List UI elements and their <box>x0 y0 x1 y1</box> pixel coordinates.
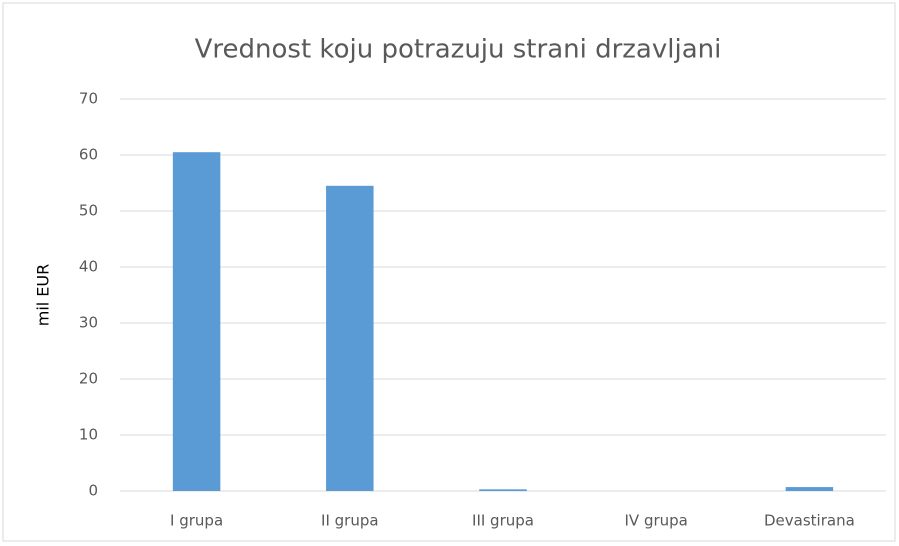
x-tick-label: III grupa <box>472 512 534 530</box>
y-tick-label: 40 <box>79 258 98 276</box>
y-tick-label: 70 <box>79 90 98 108</box>
chart-title: Vrednost koju potrazuju strani drzavljan… <box>195 35 722 65</box>
y-tick-label: 60 <box>79 146 98 164</box>
y-tick-label: 20 <box>79 370 98 388</box>
x-tick-label: I grupa <box>170 512 223 530</box>
x-tick-label: Devastirana <box>764 512 855 530</box>
bar <box>172 152 221 491</box>
y-tick-label: 50 <box>79 202 98 220</box>
bar <box>326 185 374 492</box>
x-tick-label: II grupa <box>321 512 379 530</box>
bar <box>479 489 527 491</box>
y-axis-label: mil EUR <box>34 264 53 327</box>
y-tick-label: 10 <box>79 426 98 444</box>
y-tick-label: 0 <box>88 482 98 500</box>
y-tick-label: 30 <box>79 314 98 332</box>
x-tick-label: IV grupa <box>625 512 688 530</box>
bar <box>785 487 834 491</box>
